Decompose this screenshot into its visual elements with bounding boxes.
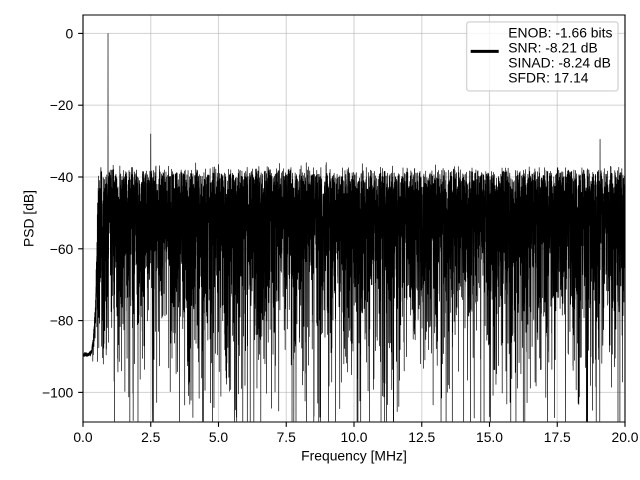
svg-text:PSD [dB]: PSD [dB]	[21, 190, 37, 247]
svg-text:10.0: 10.0	[340, 429, 367, 445]
svg-text:−20: −20	[50, 97, 74, 113]
svg-text:20.0: 20.0	[611, 429, 638, 445]
svg-text:−100: −100	[42, 384, 74, 400]
svg-text:−80: −80	[50, 313, 74, 329]
svg-text:SINAD: -8.24 dB: SINAD: -8.24 dB	[508, 54, 611, 70]
svg-text:−40: −40	[50, 169, 74, 185]
svg-text:−60: −60	[50, 241, 74, 257]
svg-text:2.5: 2.5	[141, 429, 161, 445]
svg-text:ENOB: -1.66 bits: ENOB: -1.66 bits	[508, 25, 612, 41]
svg-text:SFDR: 17.14: SFDR: 17.14	[508, 69, 588, 85]
svg-text:17.5: 17.5	[544, 429, 571, 445]
svg-text:SNR: -8.21 dB: SNR: -8.21 dB	[508, 40, 597, 56]
svg-text:5.0: 5.0	[209, 429, 229, 445]
svg-text:Frequency [MHz]: Frequency [MHz]	[301, 447, 407, 463]
svg-text:0: 0	[66, 25, 74, 41]
svg-text:15.0: 15.0	[476, 429, 503, 445]
svg-text:7.5: 7.5	[277, 429, 297, 445]
svg-text:0.0: 0.0	[73, 429, 93, 445]
svg-text:12.5: 12.5	[408, 429, 435, 445]
